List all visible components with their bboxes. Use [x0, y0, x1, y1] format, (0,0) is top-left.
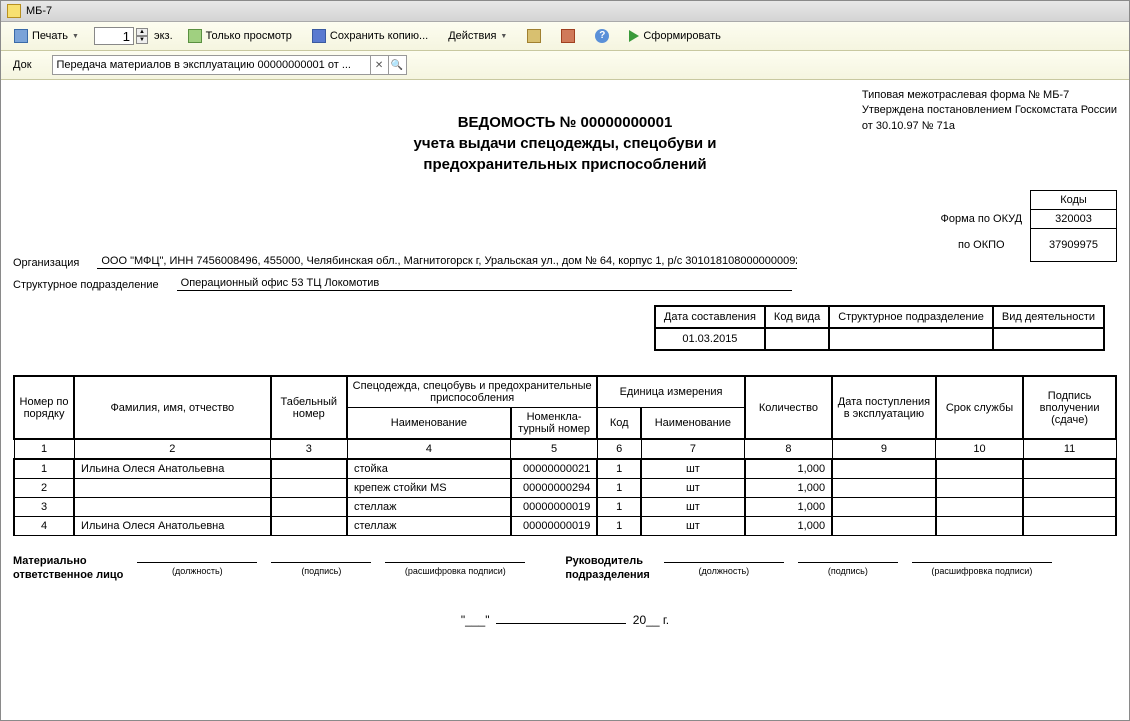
copies-spinner[interactable]: ▲▼	[136, 28, 148, 44]
app-icon	[7, 4, 21, 18]
date-y: 20__ г.	[633, 613, 669, 627]
title-l2: учета выдачи спецодежды, спецобуви и	[13, 133, 1117, 154]
print-button[interactable]: Печать ▼	[9, 26, 84, 46]
action1-icon	[527, 29, 541, 43]
okpo-value: 37909975	[1031, 229, 1117, 262]
codes-block: Коды Форма по ОКУД320003 по ОКПО37909975	[933, 190, 1117, 262]
print-label: Печать	[32, 30, 68, 42]
corner-l2: Утверждена постановлением Госкомстата Ро…	[862, 103, 1117, 118]
title-l3: предохранительных приспособлений	[13, 154, 1117, 175]
meta-h4: Вид деятельности	[993, 306, 1104, 328]
col-sign: Подпись вполучении (сдаче)	[1023, 376, 1116, 439]
chevron-down-icon: ▼	[72, 33, 79, 40]
save-icon	[312, 29, 326, 43]
col-spec: Спецодежда, спецобувь и предохранительны…	[347, 376, 597, 408]
sig-cap-5: (подпись)	[798, 566, 898, 576]
col-num: Номер по порядку	[14, 376, 74, 439]
sig-cap-1: (должность)	[137, 566, 257, 576]
doc-input[interactable]	[53, 59, 370, 71]
table-row: 4Ильина Олеся Анатольевнастеллаж00000000…	[14, 517, 1116, 536]
doc-field: ✕ 🔍	[52, 55, 407, 75]
help-button[interactable]: ?	[590, 26, 614, 46]
sig-cap-2: (подпись)	[271, 566, 371, 576]
okud-label: Форма по ОКУД	[933, 210, 1031, 229]
meta-v2	[765, 328, 829, 350]
form-button[interactable]: Сформировать	[624, 27, 726, 45]
dept-label: Структурное подразделение	[13, 279, 159, 291]
date-q: "___"	[461, 613, 490, 627]
col-nom: Номенкла-турный номер	[511, 408, 598, 440]
copies-group: ▲▼ экз.	[94, 27, 173, 45]
org-label: Организация	[13, 257, 79, 269]
meta-h3: Структурное подразделение	[829, 306, 993, 328]
action1-button[interactable]	[522, 26, 546, 46]
corner-l3: от 30.10.97 № 71а	[862, 119, 1117, 134]
copies-input[interactable]	[94, 27, 134, 45]
sig-cap-4: (должность)	[664, 566, 784, 576]
save-copy-label: Сохранить копию...	[330, 30, 428, 42]
printer-icon	[14, 29, 28, 43]
doc-clear-button[interactable]: ✕	[370, 56, 388, 74]
document-page: Типовая межотраслевая форма № МБ-7 Утвер…	[1, 80, 1129, 720]
corner-l1: Типовая межотраслевая форма № МБ-7	[862, 88, 1117, 103]
copies-suffix: экз.	[154, 30, 173, 42]
col-date: Дата поступления в эксплуатацию	[832, 376, 936, 439]
codes-header: Коды	[1031, 191, 1117, 210]
table-row: 2крепеж стойки MS000000002941шт1,000	[14, 479, 1116, 498]
save-copy-button[interactable]: Сохранить копию...	[307, 26, 433, 46]
action2-button[interactable]	[556, 26, 580, 46]
meta-v3	[829, 328, 993, 350]
meta-h1: Дата составления	[655, 306, 765, 328]
col-unit: Единица измерения	[597, 376, 744, 408]
meta-v4	[993, 328, 1104, 350]
col-tab: Табельный номер	[271, 376, 347, 439]
col-fio: Фамилия, имя, отчество	[74, 376, 271, 439]
docbar: Док ✕ 🔍	[1, 51, 1129, 80]
dept-value: Операционный офис 53 ТЦ Локомотив	[177, 277, 792, 291]
signatures: Материально ответственное лицо (должност…	[13, 554, 1117, 583]
actions-label: Действия	[448, 30, 496, 42]
okud-value: 320003	[1031, 210, 1117, 229]
col-name: Наименование	[347, 408, 511, 440]
department-line: Структурное подразделение Операционный о…	[13, 277, 1117, 291]
col-uname: Наименование	[641, 408, 745, 440]
date-line: "___" 20__ г.	[13, 613, 1117, 627]
col-qty: Количество	[745, 376, 832, 439]
meta-h2: Код вида	[765, 306, 829, 328]
action2-icon	[561, 29, 575, 43]
doc-label: Док	[13, 59, 32, 71]
col-code: Код	[597, 408, 641, 440]
window-titlebar: МБ-7	[1, 1, 1129, 22]
sig-cap-6: (расшифровка подписи)	[912, 566, 1052, 576]
form-label: Сформировать	[643, 30, 721, 42]
view-only-button[interactable]: Только просмотр	[183, 26, 297, 46]
org-value: ООО "МФЦ", ИНН 7456008496, 455000, Челяб…	[97, 255, 797, 269]
meta-v1: 01.03.2015	[655, 328, 765, 350]
toolbar: Печать ▼ ▲▼ экз. Только просмотр Сохрани…	[1, 22, 1129, 51]
table-row: 1Ильина Олеся Анатольевнастойка000000000…	[14, 459, 1116, 479]
sig-cap-3: (расшифровка подписи)	[385, 566, 525, 576]
col-life: Срок службы	[936, 376, 1023, 439]
view-only-label: Только просмотр	[206, 30, 292, 42]
chevron-down-icon: ▼	[500, 33, 507, 40]
doc-lookup-button[interactable]: 🔍	[388, 56, 406, 74]
okpo-label: по ОКПО	[933, 229, 1031, 262]
meta-table: Дата составления Код вида Структурное по…	[654, 305, 1105, 351]
help-icon: ?	[595, 29, 609, 43]
sig-left-label: Материально ответственное лицо	[13, 554, 123, 583]
actions-button[interactable]: Действия ▼	[443, 27, 512, 45]
view-icon	[188, 29, 202, 43]
sig-right-label: Руководитель подразделения	[565, 554, 650, 583]
window-title: МБ-7	[26, 5, 52, 17]
table-row: 3стеллаж000000000191шт1,000	[14, 498, 1116, 517]
form-approval-note: Типовая межотраслевая форма № МБ-7 Утвер…	[862, 88, 1117, 134]
play-icon	[629, 30, 639, 42]
main-table: Номер по порядку Фамилия, имя, отчество …	[13, 375, 1117, 536]
